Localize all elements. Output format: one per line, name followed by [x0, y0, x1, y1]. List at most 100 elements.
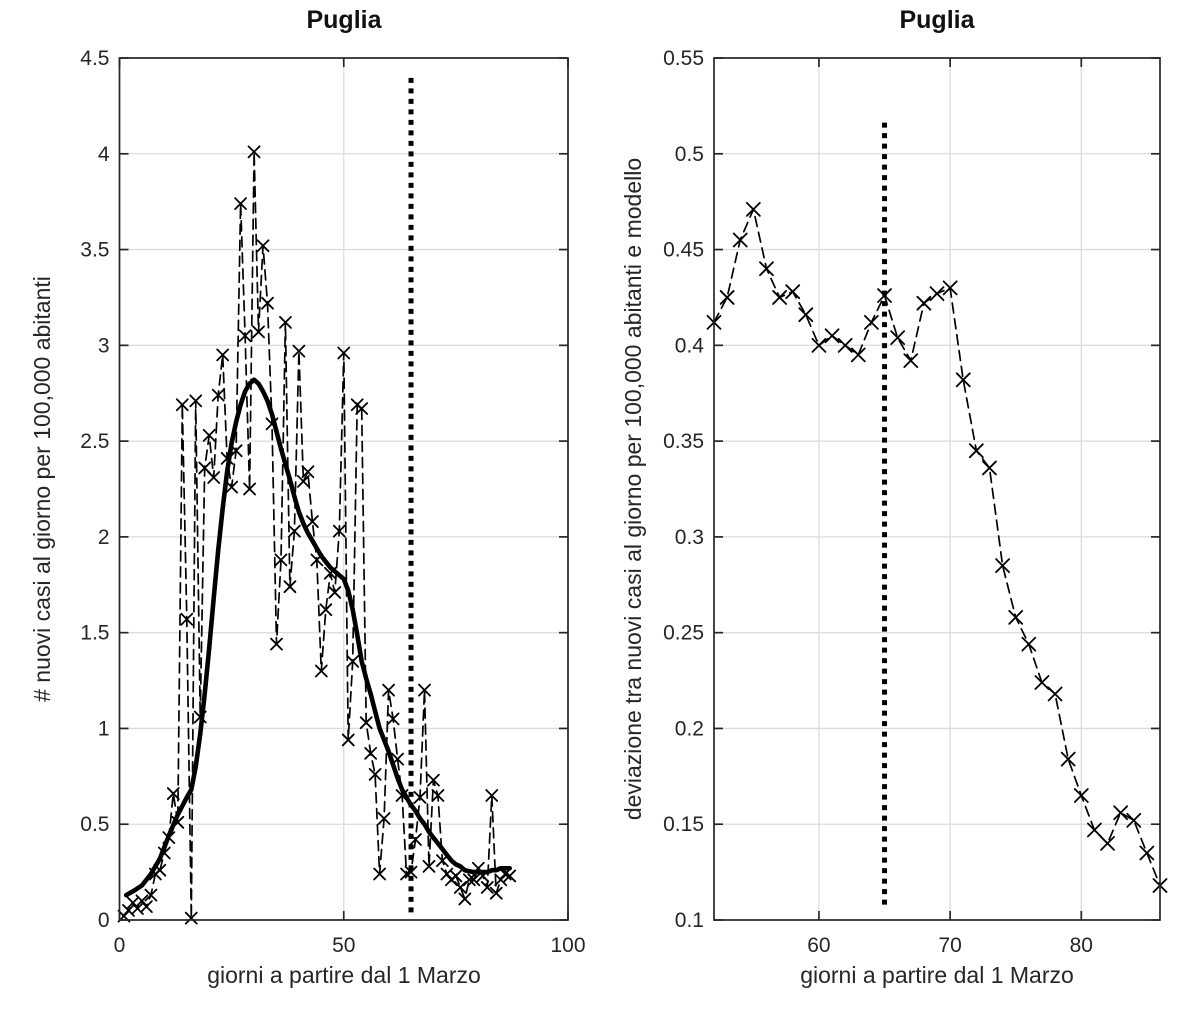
y-tick-label: 0.5	[675, 143, 704, 166]
x-marker	[140, 900, 153, 913]
x-marker	[270, 637, 283, 651]
y-tick-label: 0.45	[663, 239, 704, 262]
y-tick-label: 2	[98, 526, 110, 549]
x-marker	[261, 296, 274, 310]
y-tick-label: 0.15	[663, 813, 704, 836]
x-marker	[798, 307, 814, 323]
x-marker	[382, 683, 395, 697]
left-plot-ylabel: # nuovi casi al giorno per 100,000 abita…	[29, 276, 55, 702]
x-marker	[942, 280, 958, 296]
x-marker	[305, 515, 319, 528]
x-marker	[903, 353, 919, 369]
x-marker	[234, 197, 247, 210]
x-tick-label: 80	[1070, 934, 1093, 957]
x-marker	[256, 239, 270, 253]
x-marker	[422, 859, 436, 873]
x-marker	[1034, 675, 1050, 690]
x-marker	[238, 329, 252, 343]
x-marker	[1060, 751, 1076, 767]
x-marker	[850, 347, 866, 363]
x-marker	[467, 873, 481, 887]
x-marker	[319, 603, 333, 617]
x-marker	[386, 712, 400, 726]
left-plot-xlabel: giorni a partire dal 1 Marzo	[207, 962, 481, 988]
x-marker	[916, 295, 932, 311]
x-marker	[427, 773, 440, 787]
x-marker	[216, 348, 230, 362]
x-marker	[811, 337, 827, 353]
y-tick-label: 1.5	[80, 622, 109, 645]
x-marker	[175, 398, 189, 412]
x-marker	[462, 873, 476, 887]
x-marker	[359, 716, 373, 730]
x-marker	[288, 524, 301, 538]
y-tick-label: 0.2	[675, 717, 704, 740]
model-fit-curve	[123, 377, 512, 898]
x-tick-label: 70	[938, 934, 961, 957]
x-marker	[1113, 805, 1129, 821]
x-marker	[328, 586, 342, 599]
y-tick-label: 0.35	[663, 430, 704, 453]
x-marker	[247, 145, 261, 159]
x-marker	[296, 474, 310, 488]
x-marker	[745, 201, 761, 217]
x-marker	[929, 286, 945, 302]
x-marker	[995, 558, 1010, 574]
x-marker	[144, 888, 158, 902]
x-marker	[189, 394, 203, 408]
x-marker	[458, 892, 472, 906]
x-marker	[955, 372, 971, 388]
x-marker	[337, 346, 351, 360]
x-marker	[489, 886, 503, 900]
x-marker	[480, 881, 494, 894]
x-marker	[1139, 845, 1155, 861]
x-tick-label: 0	[114, 934, 126, 957]
x-marker	[404, 865, 418, 879]
x-marker	[1087, 822, 1102, 838]
x-marker	[485, 789, 499, 802]
x-marker	[1008, 609, 1024, 625]
x-marker	[202, 428, 216, 442]
y-tick-label: 2.5	[80, 430, 109, 453]
x-marker	[332, 524, 346, 538]
x-marker	[301, 465, 315, 479]
x-tick-label: 100	[550, 934, 585, 957]
x-marker	[355, 402, 369, 415]
x-marker	[279, 315, 292, 329]
x-marker	[772, 290, 787, 305]
x-marker	[180, 612, 194, 626]
x-marker	[431, 789, 445, 802]
right-plot-title: Puglia	[899, 6, 975, 34]
y-tick-label: 0.1	[675, 909, 704, 932]
x-marker	[1047, 686, 1063, 702]
y-tick-label: 0.3	[675, 526, 704, 549]
x-tick-label: 60	[807, 934, 830, 957]
x-marker	[274, 553, 288, 567]
x-marker	[377, 812, 391, 825]
axis-box	[713, 57, 1161, 921]
x-marker	[368, 768, 382, 781]
x-marker	[252, 325, 265, 339]
y-tick-label: 0.4	[675, 334, 705, 357]
x-marker	[890, 330, 906, 346]
x-marker	[759, 261, 774, 277]
x-marker	[1073, 788, 1089, 803]
y-tick-label: 0	[98, 909, 110, 932]
y-tick-label: 3.5	[80, 239, 109, 262]
x-marker	[292, 344, 306, 358]
x-marker	[453, 881, 467, 894]
x-marker	[373, 867, 387, 881]
x-marker	[418, 683, 431, 697]
x-marker	[968, 443, 984, 459]
x-marker	[211, 388, 225, 402]
x-tick-label: 50	[332, 934, 355, 957]
x-marker	[207, 471, 221, 484]
x-marker	[314, 664, 328, 678]
x-marker	[719, 290, 735, 305]
x-marker	[864, 314, 879, 330]
x-marker	[824, 328, 840, 344]
x-marker	[341, 733, 355, 747]
right-plot-xlabel: giorni a partire dal 1 Marzo	[800, 962, 1074, 988]
x-marker	[982, 460, 997, 476]
